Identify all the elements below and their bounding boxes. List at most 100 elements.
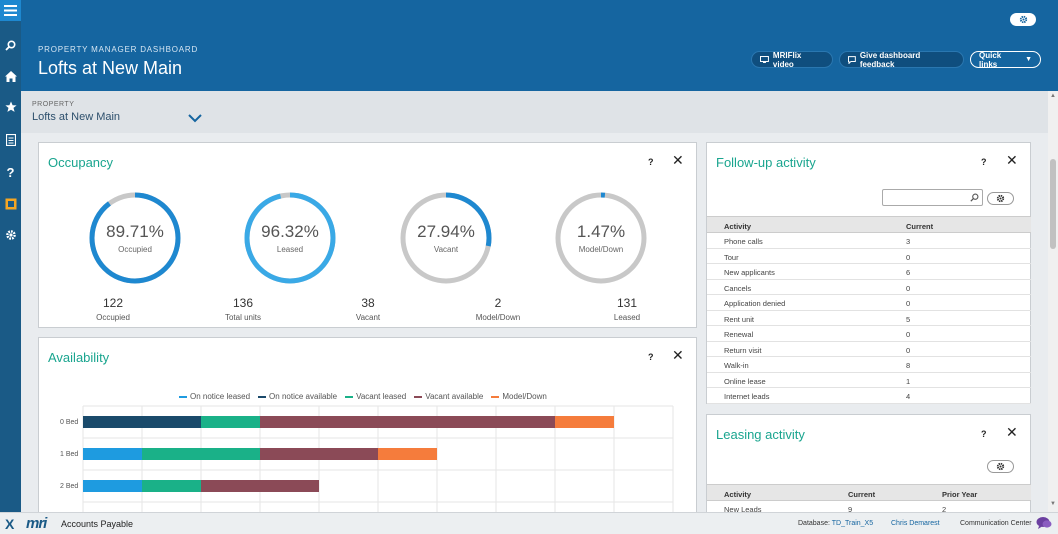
home-icon[interactable] (0, 66, 21, 86)
ring-progress-arc[interactable] (244, 192, 336, 284)
settings-gear-icon[interactable] (0, 225, 21, 245)
ring-progress-arc[interactable] (89, 192, 181, 284)
table-row[interactable]: Phone calls 3 (707, 233, 1031, 249)
availability-help-icon[interactable]: ? (648, 352, 654, 362)
availability-title: Availability (48, 350, 110, 365)
table-cell: Walk-in (724, 361, 749, 370)
column-header[interactable]: Activity (724, 222, 752, 231)
followup-search-input[interactable] (882, 189, 983, 206)
user-link[interactable]: Chris Demarest (891, 520, 940, 527)
legend-swatch (258, 395, 267, 398)
column-header[interactable]: Current (906, 222, 934, 231)
legend-item[interactable]: On notice available (258, 392, 337, 401)
table-row[interactable]: Return visit 0 (707, 342, 1031, 357)
table-row[interactable]: Internet leads 4 (707, 388, 1031, 404)
table-cell: New applicants (724, 268, 775, 277)
availability-close-icon[interactable]: ✕ (672, 347, 684, 363)
occupancy-close-icon[interactable]: ✕ (672, 152, 684, 168)
chevron-down-icon[interactable] (188, 110, 202, 128)
bar-segment[interactable] (260, 448, 378, 460)
give-feedback-button[interactable]: Give dashboard feedback (839, 51, 964, 69)
table-cell: Rent unit (724, 314, 755, 324)
leasing-activity-card: Leasing activity ? ✕ Activity Current Pr… (706, 414, 1031, 524)
stat-occupied: 122 Occupied (68, 296, 158, 322)
table-row[interactable]: Cancels 0 (707, 280, 1031, 295)
table-row[interactable]: Application denied 0 (707, 295, 1031, 311)
header-settings-button[interactable] (1010, 13, 1036, 26)
occupancy-title: Occupancy (48, 155, 114, 170)
followup-help-icon[interactable]: ? (981, 157, 987, 167)
table-row[interactable]: Tour 0 (707, 249, 1031, 264)
stat-total-units: 136 Total units (198, 296, 288, 322)
ring-progress-arc[interactable] (555, 192, 647, 284)
database-label: Database: (798, 520, 830, 527)
column-header[interactable]: Prior Year (942, 490, 978, 499)
table-row[interactable]: Renewal 0 (707, 326, 1031, 342)
bar-segment[interactable] (83, 480, 142, 492)
ring-percent: 96.32% (261, 222, 319, 241)
page-scrollbar[interactable]: ▲ ▼ (1048, 91, 1058, 512)
table-row[interactable]: Walk-in 8 (707, 357, 1031, 373)
availability-chart (82, 405, 674, 526)
followup-settings-button[interactable] (987, 192, 1014, 205)
legend-item[interactable]: On notice leased (179, 392, 250, 401)
availability-card: Availability ? ✕ On notice leased On not… (38, 337, 697, 527)
leasing-help-icon[interactable]: ? (981, 429, 987, 439)
bar-segment[interactable] (142, 480, 201, 492)
bar-segment[interactable] (260, 416, 555, 428)
table-row[interactable]: Rent unit 5 (707, 311, 1031, 326)
table-header: Activity Current Prior Year (707, 484, 1031, 501)
gear-icon (996, 194, 1005, 203)
legend-item[interactable]: Vacant available (414, 392, 483, 401)
stat-label: Occupied (96, 313, 130, 322)
film-icon[interactable] (0, 194, 21, 214)
leasing-close-icon[interactable]: ✕ (1006, 424, 1018, 440)
help-icon[interactable]: ? (6, 164, 15, 180)
scrollbar-thumb[interactable] (1050, 159, 1056, 249)
ring-progress-arc[interactable] (400, 192, 492, 284)
database-link[interactable]: TD_Train_X5 (831, 520, 874, 527)
column-header[interactable]: Current (848, 490, 876, 499)
bar-segment[interactable] (378, 448, 437, 460)
bar-segment[interactable] (142, 448, 260, 460)
legend-label: Vacant available (425, 392, 484, 401)
x-logo-icon[interactable]: X (5, 516, 15, 532)
report-icon[interactable] (0, 130, 21, 150)
communication-center-link[interactable]: Communication Center (960, 520, 1032, 527)
table-cell: 0 (906, 299, 911, 308)
dashboard-header: PROPERTY MANAGER DASHBOARD Lofts at New … (21, 0, 1058, 91)
occupancy-help-icon[interactable]: ? (648, 157, 654, 167)
caret-down-icon: ▼ (1025, 56, 1032, 63)
y-tick-label: 2 Bed (60, 483, 79, 490)
search-icon[interactable] (0, 35, 21, 55)
scroll-down-icon[interactable]: ▼ (1050, 501, 1056, 507)
leasing-settings-button[interactable] (987, 460, 1014, 473)
y-tick-label: 0 Bed (60, 419, 79, 426)
followup-table: Activity Current Phone calls 3 Tour 0 New ap… (707, 216, 1031, 404)
ring-percent: 1.47% (576, 222, 626, 241)
y-tick-label: 1 Bed (60, 451, 79, 458)
chat-bubble-icon[interactable] (1036, 516, 1052, 534)
bar-segment[interactable] (201, 480, 319, 492)
mriflix-video-button[interactable]: MRIFlix video (751, 51, 833, 69)
table-row[interactable]: New applicants 6 (707, 264, 1031, 280)
property-select[interactable]: Lofts at New Main (32, 111, 121, 123)
quick-links-dropdown[interactable]: Quick links ▼ (970, 51, 1041, 69)
bar-segment[interactable] (83, 448, 142, 460)
stat-number: 38 (361, 296, 375, 310)
bar-segment[interactable] (201, 416, 260, 428)
hamburger-menu-icon[interactable] (0, 0, 21, 21)
column-header[interactable]: Activity (724, 490, 752, 499)
scroll-up-icon[interactable]: ▲ (1050, 93, 1056, 99)
table-cell: Online lease (724, 376, 766, 386)
mri-logo: mri (26, 515, 47, 532)
star-icon[interactable] (0, 97, 21, 117)
followup-close-icon[interactable]: ✕ (1006, 152, 1018, 168)
table-cell: 5 (906, 314, 911, 324)
bar-segment[interactable] (83, 416, 201, 428)
legend-item[interactable]: Model/Down (491, 392, 547, 401)
table-row[interactable]: Online lease 1 (707, 373, 1031, 388)
page-title: Lofts at New Main (38, 58, 183, 78)
bar-segment[interactable] (555, 416, 614, 428)
legend-item[interactable]: Vacant leased (345, 392, 406, 401)
